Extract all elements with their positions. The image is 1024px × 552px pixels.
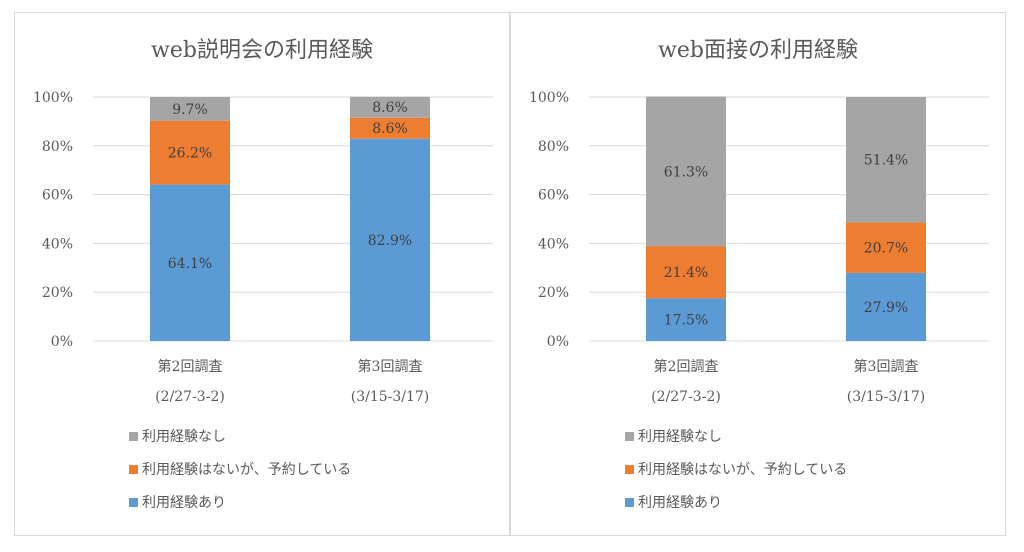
legend-swatch xyxy=(129,498,138,507)
y-tick-label: 0% xyxy=(51,334,73,350)
data-label: 26.2% xyxy=(168,146,212,162)
data-label: 9.7% xyxy=(172,102,208,118)
data-label: 8.6% xyxy=(372,121,408,137)
bar-segment xyxy=(350,117,430,139)
data-label: 27.9% xyxy=(864,300,908,316)
legend-swatch xyxy=(129,432,138,441)
bar-segment xyxy=(150,184,230,341)
y-tick-label: 40% xyxy=(538,236,569,252)
y-tick-label: 80% xyxy=(538,139,569,155)
legend-label: 利用経験あり xyxy=(638,495,722,511)
bar-segment xyxy=(846,222,926,273)
y-tick-label: 100% xyxy=(529,90,569,106)
data-label: 61.3% xyxy=(664,164,708,180)
chart-title: web説明会の利用経験 xyxy=(151,38,373,63)
legend-swatch xyxy=(625,432,634,441)
legend-swatch xyxy=(625,498,634,507)
data-label: 20.7% xyxy=(864,241,908,257)
legend-swatch xyxy=(625,465,634,474)
data-label: 82.9% xyxy=(368,233,412,249)
legend-label: 利用経験なし xyxy=(142,429,226,445)
y-tick-label: 100% xyxy=(33,90,73,106)
data-label: 51.4% xyxy=(864,153,908,169)
chart-title: web面接の利用経験 xyxy=(658,38,858,63)
legend-label: 利用経験あり xyxy=(142,495,226,511)
bar-segment xyxy=(350,138,430,341)
legend-label: 利用経験なし xyxy=(638,429,722,445)
chart-svg-web-briefing: web説明会の利用経験 0% 20% 40% 60% 80% 100% 64.1% 26.2% 9… xyxy=(33,38,493,511)
x-tick-label: 第3回調査 xyxy=(358,358,423,375)
x-tick-label-sub: (2/27-3-2) xyxy=(155,389,225,405)
legend-label: 利用経験はないが、予約している xyxy=(638,462,847,478)
x-tick-label-sub: (2/27-3-2) xyxy=(651,389,721,405)
bar-segment xyxy=(150,120,230,185)
bar-segment xyxy=(646,96,726,247)
legend-swatch xyxy=(129,465,138,474)
bar-segment xyxy=(350,96,430,118)
y-tick-label: 40% xyxy=(42,236,73,252)
chart-svg-web-interview: web面接の利用経験 0% 20% 40% 60% 80% 100% 17.5% 21.4% 61… xyxy=(529,38,989,511)
bar-segment xyxy=(646,246,726,299)
x-tick-label: 第2回調査 xyxy=(654,358,719,375)
data-label: 17.5% xyxy=(664,313,708,329)
chart-panel-web-briefing: web説明会の利用経験 0% 20% 40% 60% 80% 100% 64.1% 26.2% 9… xyxy=(14,12,510,536)
y-tick-label: 60% xyxy=(42,188,73,204)
y-tick-label: 60% xyxy=(538,188,569,204)
data-label: 64.1% xyxy=(168,256,212,272)
bar-segment xyxy=(150,97,230,121)
y-tick-label: 80% xyxy=(42,139,73,155)
data-label: 21.4% xyxy=(664,265,708,281)
x-tick-label-sub: (3/15-3/17) xyxy=(351,389,430,405)
y-tick-label: 20% xyxy=(42,285,73,301)
x-tick-label: 第2回調査 xyxy=(158,358,223,375)
legend-label: 利用経験はないが、予約している xyxy=(142,462,351,478)
bar-segment xyxy=(646,298,726,341)
data-label: 8.6% xyxy=(372,100,408,116)
y-tick-label: 0% xyxy=(547,334,569,350)
chart-panel-web-interview: web面接の利用経験 0% 20% 40% 60% 80% 100% 17.5% 21.4% 61… xyxy=(510,12,1006,536)
bar-segment xyxy=(846,97,926,223)
y-tick-label: 20% xyxy=(538,285,569,301)
x-tick-label-sub: (3/15-3/17) xyxy=(847,389,926,405)
bar-segment xyxy=(846,272,926,341)
x-tick-label: 第3回調査 xyxy=(854,358,919,375)
